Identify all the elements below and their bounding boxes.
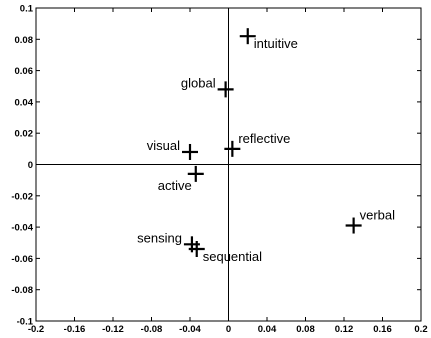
x-tick-label-0-08: -0.08	[141, 324, 163, 335]
y-tick-label-0-08: 0.08	[15, 35, 34, 46]
y-tick-label-0-02: -0.02	[11, 191, 33, 202]
point-global: global	[181, 75, 234, 98]
y-tick-label-0: 0	[28, 160, 33, 171]
point-active: active	[158, 165, 204, 193]
point-label-global: global	[181, 75, 216, 90]
x-tick-label-0-12: -0.12	[102, 324, 124, 335]
x-axis-ticks: -0.2 -0.16 -0.12 -0.08 -0.04 0 0.04 0.08 0.12 0.1…	[28, 8, 428, 335]
point-reflective: reflective	[224, 131, 290, 157]
y-tick-label-0-06: -0.06	[11, 254, 33, 265]
point-label-intuitive: intuitive	[254, 36, 298, 51]
x-tick-label-0: 0	[226, 324, 231, 335]
point-verbal: verbal	[345, 208, 396, 234]
point-label-verbal: verbal	[360, 208, 396, 223]
point-label-sequential: sequential	[203, 249, 262, 264]
x-tick-label-0-12: 0.12	[335, 324, 354, 335]
y-axis-ticks: 0.1 0.08 0.06 0.04 0.02 0 -0.02 -0.04 -0.06 -0.08…	[11, 4, 421, 328]
point-visual: visual	[147, 138, 198, 160]
y-tick-label-0-1: -0.1	[17, 317, 34, 328]
x-tick-label-0-2: 0.2	[414, 324, 427, 335]
point-label-sensing: sensing	[137, 230, 182, 245]
y-tick-label-0-06: 0.06	[15, 66, 34, 77]
x-tick-label-0-2: -0.2	[28, 324, 44, 335]
point-sequential: sequential	[188, 241, 262, 264]
x-tick-label-0-16: 0.16	[373, 324, 392, 335]
y-tick-label-0-08: -0.08	[11, 285, 33, 296]
x-tick-label-0-08: 0.08	[296, 324, 315, 335]
y-tick-label-0-1: 0.1	[20, 4, 34, 15]
x-tick-label-0-16: -0.16	[64, 324, 86, 335]
x-tick-label-0-04: 0.04	[258, 324, 277, 335]
point-label-active: active	[158, 178, 192, 193]
point-label-visual: visual	[147, 138, 180, 153]
point-label-reflective: reflective	[238, 131, 290, 146]
x-tick-label-0-04: -0.04	[179, 324, 201, 335]
point-intuitive: intuitive	[239, 28, 298, 51]
y-tick-label-0-02: 0.02	[15, 129, 34, 140]
y-tick-label-0-04: 0.04	[15, 97, 34, 108]
y-tick-label-0-04: -0.04	[11, 223, 33, 234]
data-points: intuitive global visual reflective active ver…	[137, 28, 395, 264]
